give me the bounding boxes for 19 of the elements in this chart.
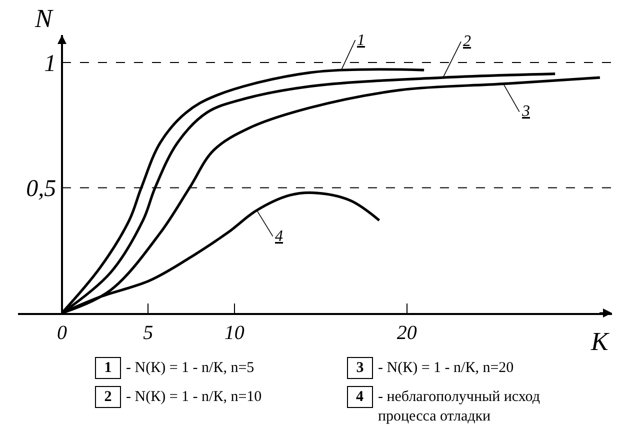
text: 2 [104,389,112,405]
annotation: 1 [357,32,365,49]
text: 4 [356,389,364,405]
text: 1 [104,360,112,376]
text: 3 [356,360,364,376]
annotation: 2 [463,33,471,50]
annotation: 3 [521,103,530,120]
text: - N(К) = 1 - n/К, n=10 [126,389,262,405]
annotation: 4 [275,228,283,245]
y-tick-label: 0,5 [26,176,56,202]
x-tick-label: 20 [396,322,417,344]
x-tick-label: 10 [224,322,244,344]
x-tick-label: 5 [143,322,154,344]
text: - N(К) = 1 - n/К, n=20 [378,360,514,376]
x-tick-label: 0 [56,322,67,344]
text: - неблагополучный исход процесса отладки [378,389,540,424]
text: - N(К) = 1 - n/К, n=5 [126,360,254,376]
x-axis-title: K [590,327,610,356]
y-axis-title: N [34,4,54,33]
